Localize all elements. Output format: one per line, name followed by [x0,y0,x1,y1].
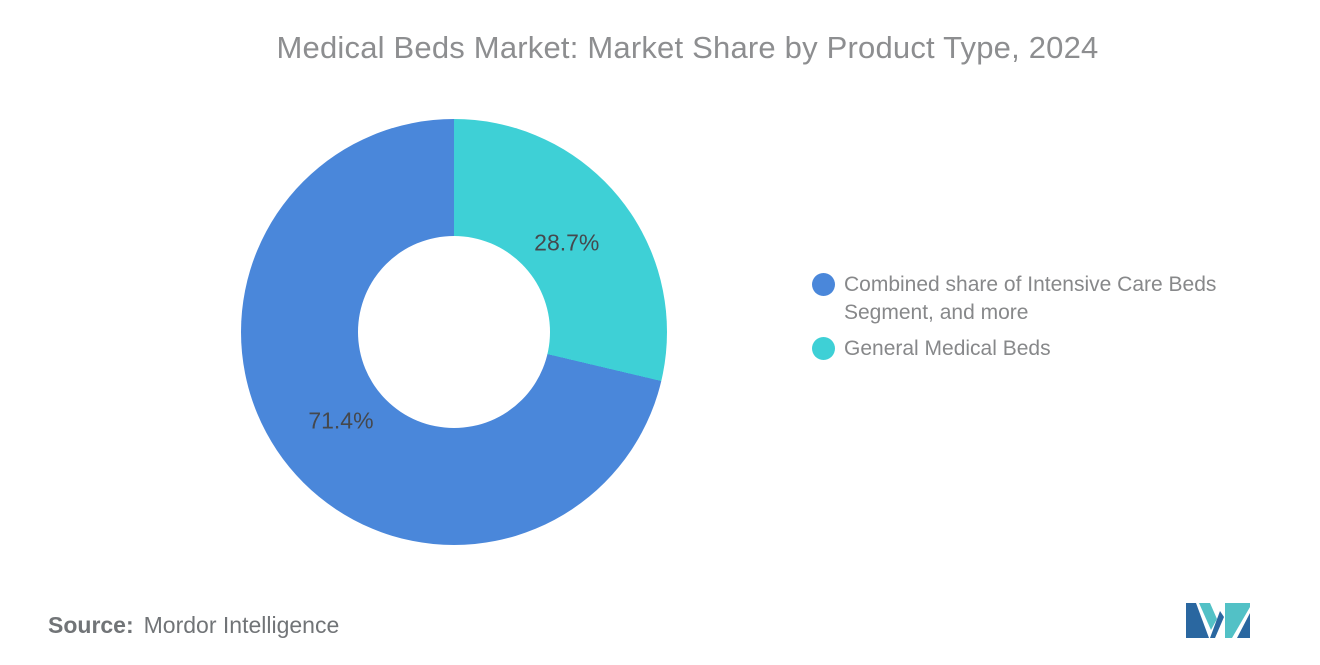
legend-swatch-icon [812,337,835,360]
legend-swatch-icon [812,273,835,296]
source-value: Mordor Intelligence [143,612,340,638]
legend: Combined share of Intensive Care Beds Se… [812,271,1262,371]
legend-item-intensive-care-beds: Combined share of Intensive Care Beds Se… [812,271,1262,327]
source-label: Source: [48,612,134,638]
donut-hole [358,236,550,428]
legend-item-general-medical-beds: General Medical Beds [812,335,1262,363]
slice-label: 71.4% [308,407,374,434]
legend-label: Combined share of Intensive Care Beds Se… [844,273,1217,324]
donut-chart: 28.7% 71.4% [241,119,667,545]
slice-label: 28.7% [534,229,600,256]
mordor-intelligence-logo [1186,603,1250,638]
legend-label: General Medical Beds [844,337,1051,360]
source-note: Source: Mordor Intelligence [48,612,339,639]
chart-title: Medical Beds Market: Market Share by Pro… [276,30,1099,65]
